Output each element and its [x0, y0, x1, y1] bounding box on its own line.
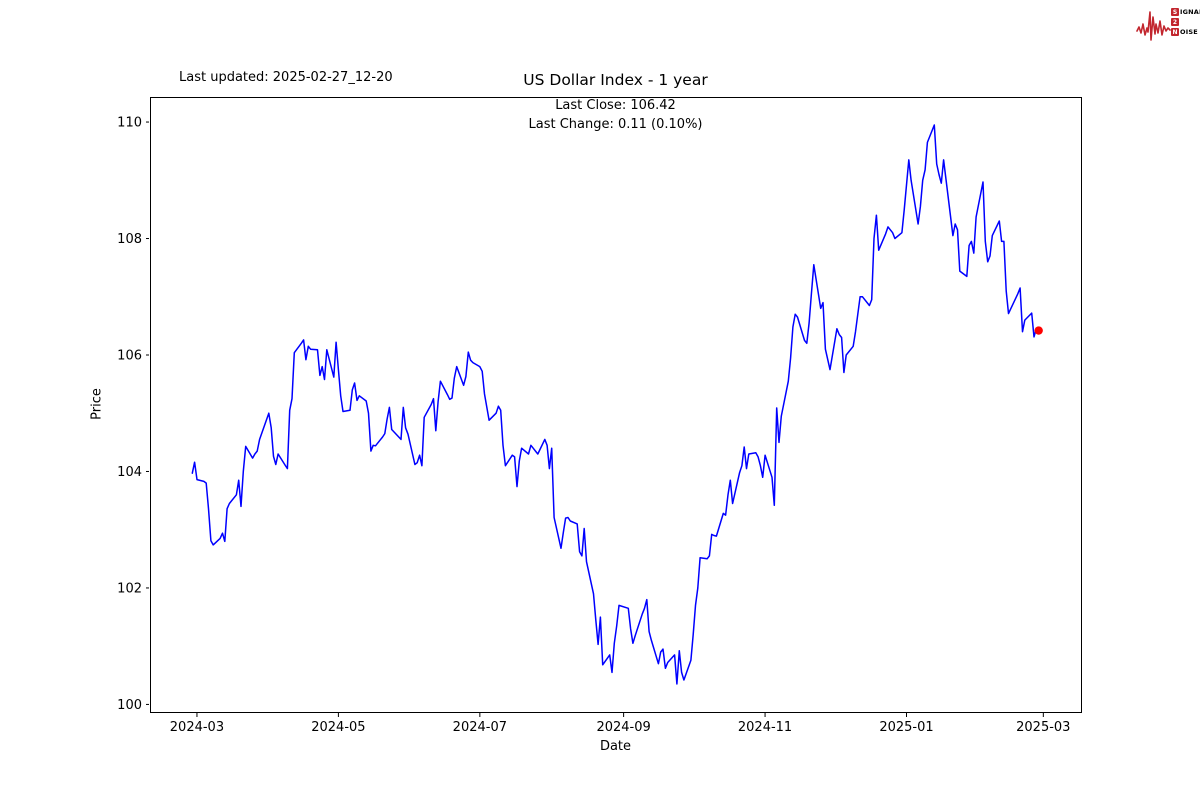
x-tick-label: 2024-09 — [596, 720, 650, 735]
x-tick-label: 2025-01 — [879, 720, 933, 735]
waveform-icon — [1136, 11, 1171, 41]
logo-row-signal: S IGNAL — [1171, 8, 1200, 16]
x-tick-label: 2025-03 — [1016, 720, 1070, 735]
x-tick-label: 2024-11 — [738, 720, 792, 735]
price-line — [191, 124, 1040, 685]
logo-row-2: 2 — [1171, 18, 1200, 26]
x-axis-label: Date — [599, 739, 632, 754]
last-price-marker — [1034, 326, 1043, 335]
y-tick-label: 102 — [117, 581, 142, 596]
last-change-text: Last Change: 0.11 (0.10%) — [528, 116, 703, 132]
last-close-text: Last Close: 106.42 — [555, 98, 676, 113]
y-tick-label: 110 — [117, 116, 142, 131]
logo-letter-n: N — [1171, 28, 1179, 36]
logo-letter-s: S — [1171, 8, 1179, 16]
logo-text: S IGNAL 2 N OISE — [1171, 8, 1200, 36]
x-tick-label: 2024-05 — [311, 720, 365, 735]
last-updated-text: Last updated: 2025-02-27_12-20 — [179, 70, 393, 85]
x-tick-label: 2024-07 — [453, 720, 507, 735]
y-tick-label: 104 — [117, 465, 142, 480]
y-tick-label: 100 — [117, 698, 142, 713]
y-tick-label: 108 — [117, 232, 142, 247]
plot-border — [150, 97, 1082, 713]
logo-letter-2: 2 — [1171, 18, 1179, 26]
chart-annotation: Last Close: 106.42 Last Change: 0.11 (0.… — [150, 97, 1081, 134]
x-tick-label: 2024-03 — [170, 720, 224, 735]
signal2noise-logo: S IGNAL 2 N OISE — [1136, 3, 1200, 47]
y-axis-label: Price — [89, 388, 105, 420]
logo-row-noise: N OISE — [1171, 28, 1198, 36]
y-tick-label: 106 — [117, 348, 142, 363]
chart-title: US Dollar Index - 1 year — [523, 71, 708, 89]
